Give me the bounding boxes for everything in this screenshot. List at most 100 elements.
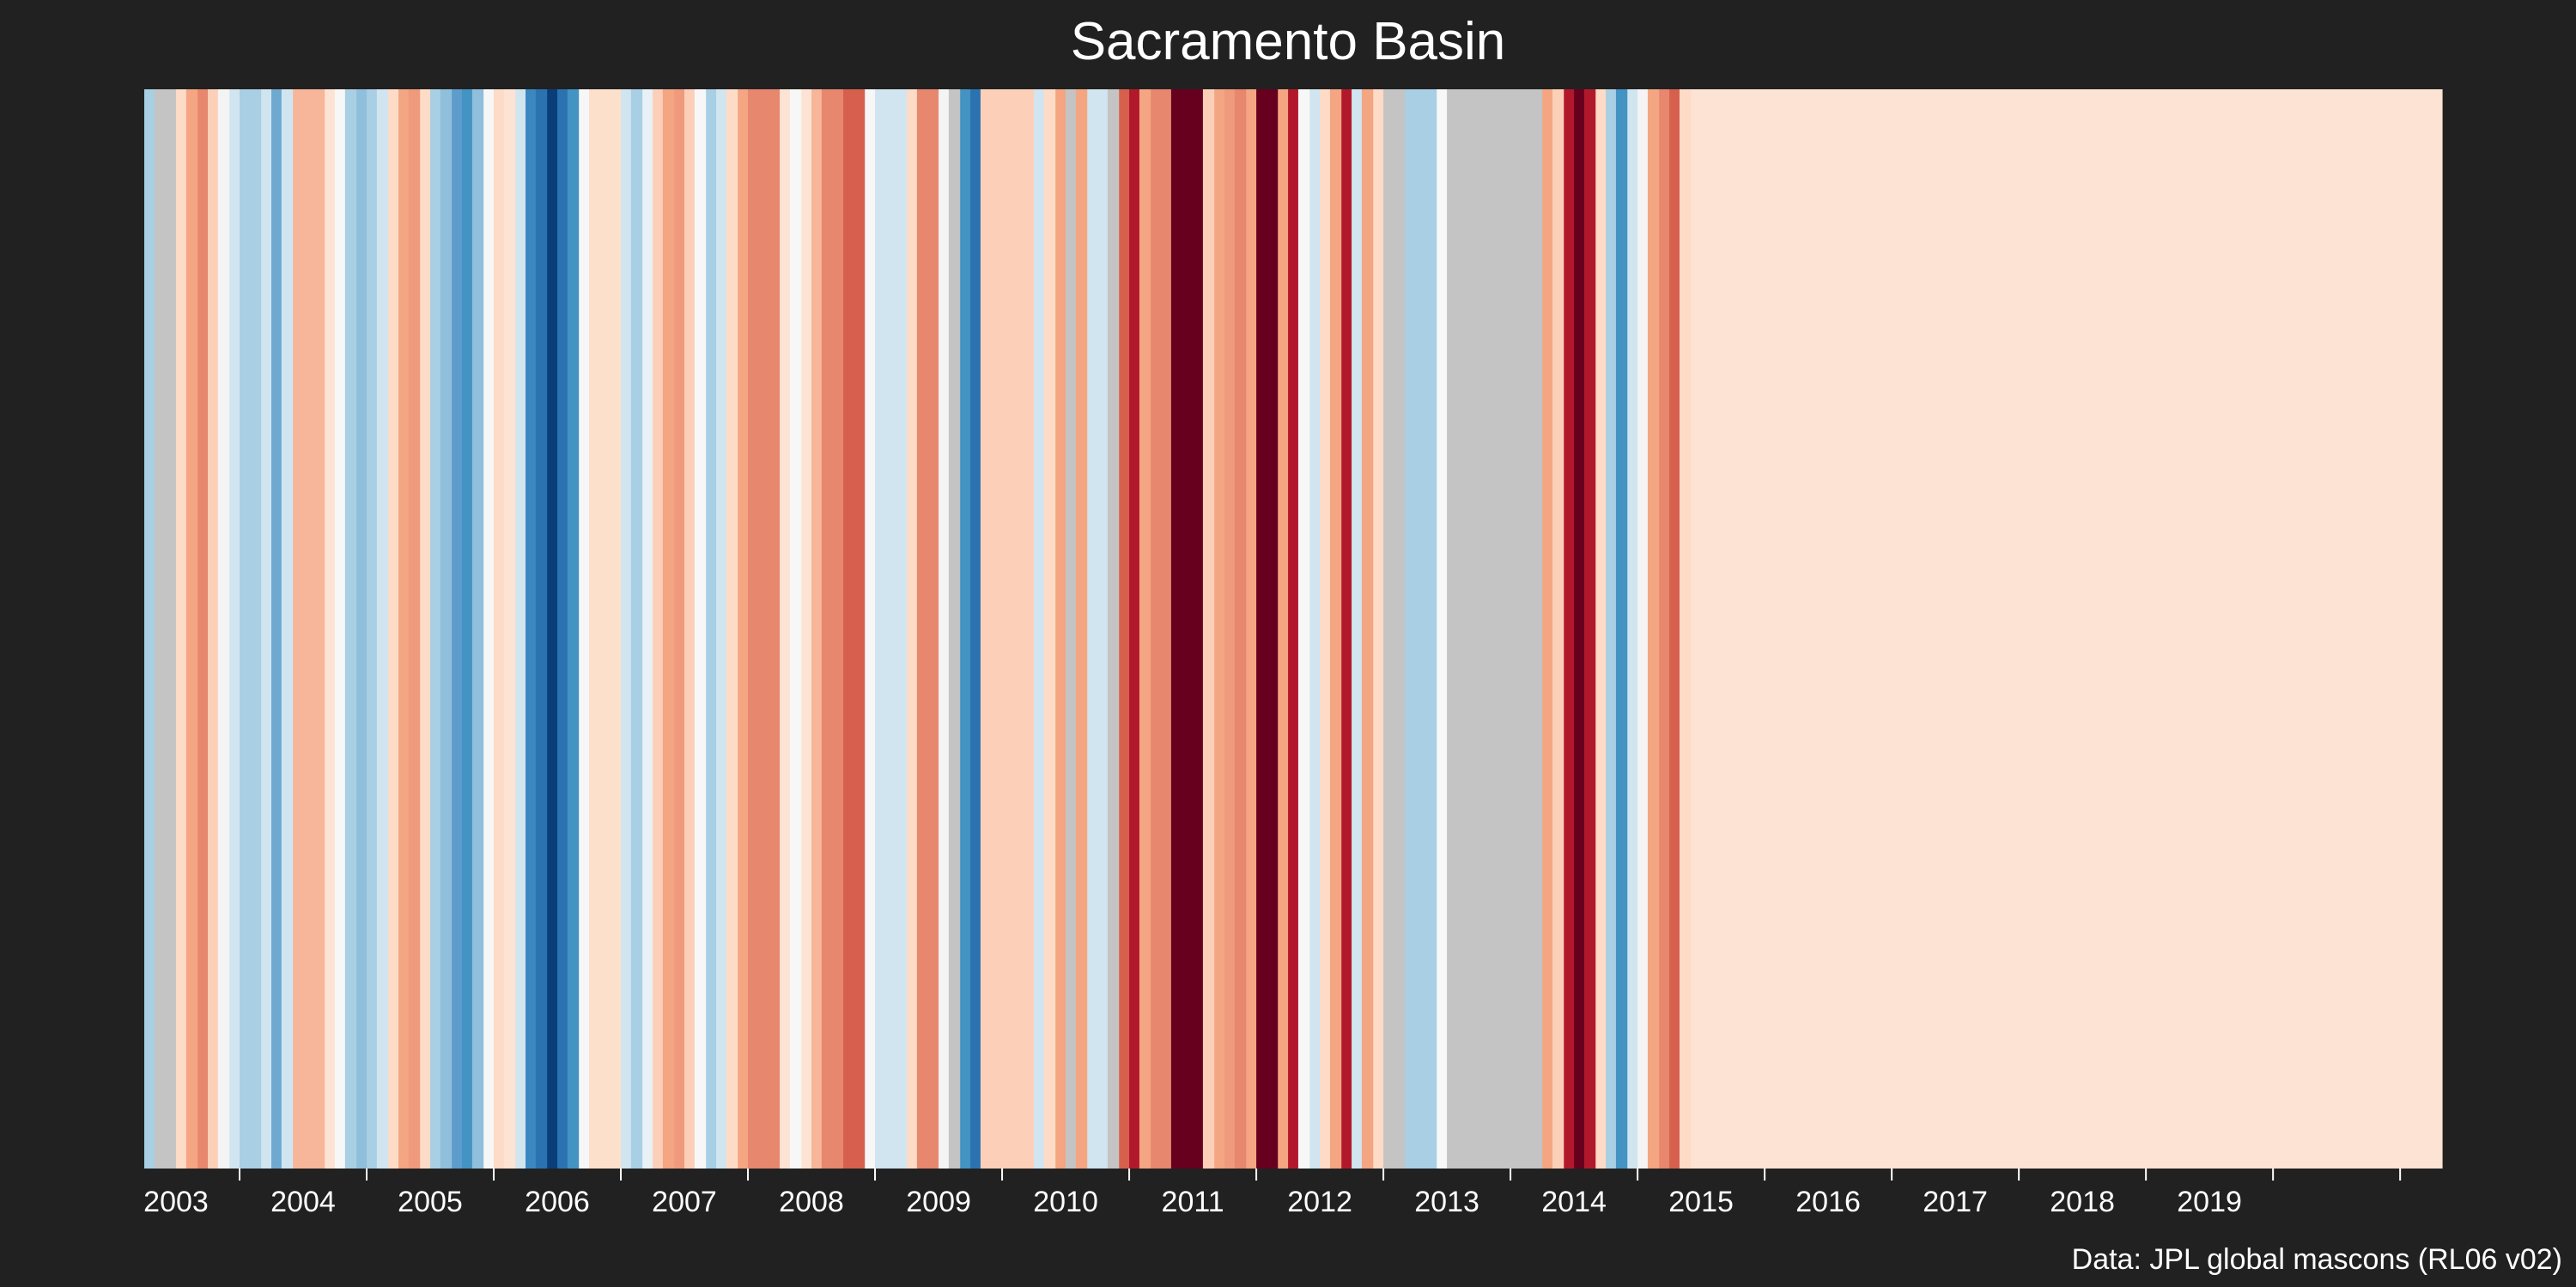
stripe (1097, 89, 1109, 1169)
stripe (706, 89, 717, 1169)
stripe (1352, 89, 1363, 1169)
stripe (557, 89, 568, 1169)
stripe (1468, 89, 1479, 1169)
stripe (1415, 89, 1426, 1169)
stripe (452, 89, 463, 1169)
stripe (1234, 89, 1247, 1169)
x-tick-label: 2008 (779, 1186, 844, 1218)
stripe (1647, 89, 1660, 1169)
stripe (1500, 89, 1511, 1169)
stripe (928, 89, 939, 1169)
x-tick-label: 2011 (1162, 1186, 1224, 1218)
stripe (197, 89, 209, 1169)
stripe (642, 89, 653, 1169)
stripe (344, 89, 357, 1169)
stripe (408, 89, 421, 1169)
stripe (261, 89, 272, 1169)
x-tick-label: 2014 (1541, 1186, 1607, 1218)
stripe (1583, 89, 1596, 1169)
stripe (1393, 89, 1406, 1169)
x-tick-label: 2006 (525, 1186, 590, 1218)
stripe (1552, 89, 1564, 1169)
stripe (430, 89, 441, 1169)
stripe (843, 89, 854, 1169)
stripe (1564, 89, 1575, 1169)
stripe-group (144, 89, 2443, 1169)
stripe (1405, 89, 1416, 1169)
stripe (738, 89, 749, 1169)
stripe (503, 89, 516, 1169)
stripe (1606, 89, 1617, 1169)
stripe (684, 89, 696, 1169)
stripe (483, 89, 495, 1169)
stripe (939, 89, 950, 1169)
stripe (303, 89, 314, 1169)
stripe (313, 89, 325, 1169)
stripe (1055, 89, 1066, 1169)
x-axis: 2003 2004 2005 2006 2007 2008 2009 2010 2011 2012… (143, 1169, 2442, 1218)
stripe (789, 89, 802, 1169)
stripe (1341, 89, 1352, 1169)
stripe (398, 89, 410, 1169)
stripe (471, 89, 484, 1169)
stripe (694, 89, 707, 1169)
stripe (1034, 89, 1045, 1169)
stripe (176, 89, 187, 1169)
stripe (579, 89, 590, 1169)
stripe (1119, 89, 1130, 1169)
stripe (335, 89, 346, 1169)
stripe (356, 89, 368, 1169)
stripe (1659, 89, 1670, 1169)
stripe (865, 89, 876, 1169)
stripe (611, 89, 622, 1169)
stripe (1288, 89, 1299, 1169)
stripe (726, 89, 738, 1169)
stripe (1383, 89, 1394, 1169)
stripe (1151, 89, 1162, 1169)
stripe (494, 89, 505, 1169)
stripe (1320, 89, 1331, 1169)
stripe (1679, 89, 1692, 1169)
stripe (630, 89, 643, 1169)
stripe (853, 89, 866, 1169)
stripe (1361, 89, 1374, 1169)
stripe (769, 89, 781, 1169)
stripe (1129, 89, 1140, 1169)
stripe (821, 89, 834, 1169)
stripe (1532, 89, 1543, 1169)
stripe (1437, 89, 1448, 1169)
x-tick-label: 2012 (1287, 1186, 1352, 1218)
stripe (1595, 89, 1607, 1169)
stripe (1297, 89, 1310, 1169)
stripe (1456, 89, 1469, 1169)
x-tick-label: 2003 (143, 1186, 209, 1218)
x-tick-label: 2018 (2050, 1186, 2115, 1218)
stripe (1278, 89, 1289, 1169)
stripe (884, 89, 897, 1169)
stripe (1510, 89, 1522, 1169)
stripe (811, 89, 823, 1169)
stripe (526, 89, 537, 1169)
stripe (1246, 89, 1257, 1169)
stripe (249, 89, 262, 1169)
stripe (1266, 89, 1279, 1169)
stripe (1139, 89, 1151, 1169)
stripe (440, 89, 453, 1169)
stripe (1701, 89, 2443, 1169)
stripe (217, 89, 230, 1169)
x-tick-label: 2009 (906, 1186, 971, 1218)
stripe (980, 89, 993, 1169)
stripe (1002, 89, 1013, 1169)
stripe (1182, 89, 1194, 1169)
stripe (1373, 89, 1384, 1169)
stripe (1043, 89, 1056, 1169)
stripe (515, 89, 526, 1169)
stripe (1170, 89, 1183, 1169)
stripe (948, 89, 961, 1169)
stripe (757, 89, 770, 1169)
stripe (1425, 89, 1437, 1169)
stripe (281, 89, 294, 1169)
stripe (970, 89, 981, 1169)
stripe (1637, 89, 1649, 1169)
stripe (748, 89, 759, 1169)
